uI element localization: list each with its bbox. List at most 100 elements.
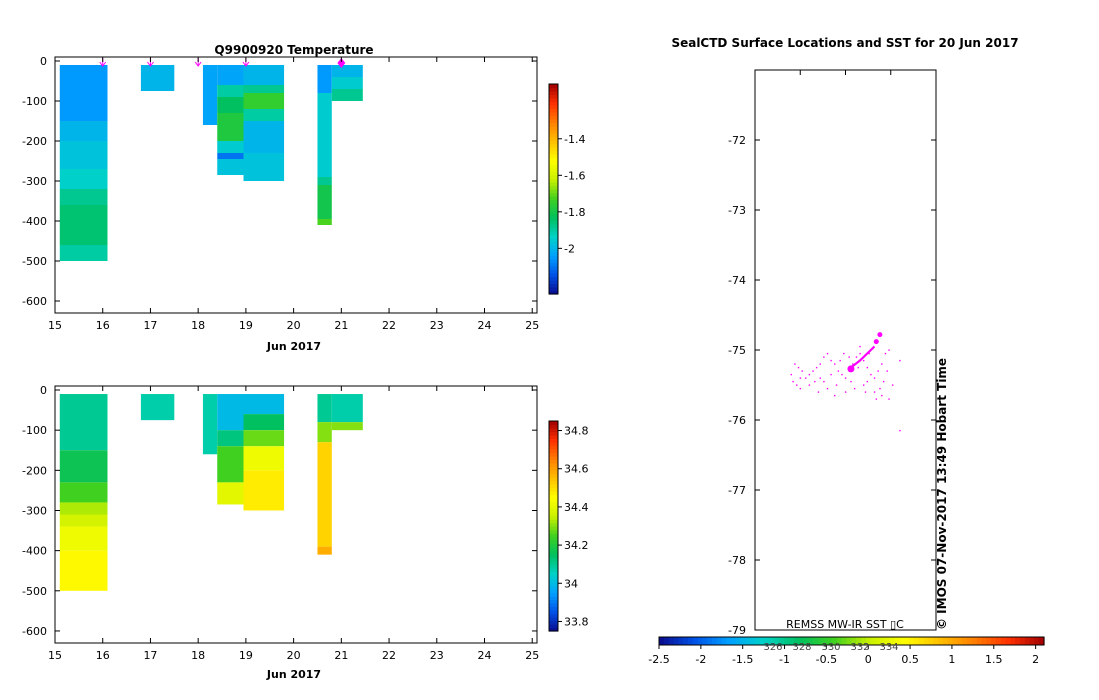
profile-5-segment-2 (317, 442, 332, 547)
colorbar-step (549, 206, 558, 211)
x-tick-label: 18 (191, 319, 205, 332)
x-tick-label: 17 (143, 649, 157, 662)
profile-0-segment-2 (59, 482, 108, 503)
sst-colorbar-step (731, 637, 737, 645)
colorbar-step (549, 259, 558, 264)
colorbar-step (549, 94, 558, 99)
sst-ghost-tick-label: 330 (821, 642, 840, 653)
sst-tick-label: -2 (695, 653, 706, 666)
y-tick-label: -400 (22, 545, 47, 558)
colorbar-step (549, 582, 558, 587)
colorbar-step (549, 122, 558, 127)
sst-colorbar-step (779, 637, 785, 645)
sst-colorbar-step (813, 637, 819, 645)
map-title: SealCTD Surface Locations and SST for 20… (671, 36, 1018, 50)
sst-colorbar-step (740, 637, 747, 645)
x-tick-label: 15 (48, 319, 62, 332)
track-point (839, 359, 841, 362)
profile-5-segment-1 (317, 422, 332, 443)
track-point (826, 352, 829, 355)
colorbar-step (549, 91, 558, 96)
sst-colorbar-step (976, 637, 983, 645)
sst-colorbar-step (702, 637, 708, 645)
colorbar-tick-label: -1.6 (564, 169, 585, 182)
profile-5-segment-3 (317, 185, 332, 219)
track-point (888, 349, 890, 351)
colorbar-step (549, 585, 558, 590)
colorbar-tick-label: 34.8 (564, 425, 589, 438)
x-tick-label: 24 (478, 319, 492, 332)
colorbar-step (549, 515, 558, 520)
profile-3-segment-2 (217, 97, 244, 113)
colorbar-step (549, 442, 558, 447)
colorbar-step (549, 252, 558, 257)
track-point (830, 359, 832, 362)
track-line (850, 345, 876, 369)
colorbar-step (549, 561, 558, 566)
y-tick-label: -500 (22, 585, 47, 598)
sst-ghost-tick-label: 326 (763, 642, 782, 653)
sst-colorbar-step (788, 637, 795, 645)
colorbar-step (549, 269, 558, 274)
profile-5-segment-4 (317, 219, 332, 225)
sst-colorbar-step (894, 637, 901, 645)
profile-1-segment-0 (140, 65, 175, 91)
x-tick-label: 17 (143, 319, 157, 332)
profile-4-segment-2 (243, 430, 285, 447)
track-point (837, 370, 840, 372)
map-track-points (790, 332, 901, 432)
profile-1-segment-0 (140, 394, 175, 421)
colorbar-step (549, 126, 558, 131)
colorbar-step (549, 557, 558, 562)
sst-colorbar-step (1005, 637, 1011, 645)
track-point (848, 356, 850, 358)
colorbar-tick-label: -1.8 (564, 206, 585, 219)
track-point (797, 366, 800, 369)
sst-tick-label: 1.5 (985, 653, 1003, 666)
profile-5-segment-0 (317, 65, 332, 93)
profile-0-segment-5 (59, 205, 108, 245)
sample-arrow-head (194, 61, 202, 67)
sst-colorbar-step (870, 637, 877, 645)
sst-colorbar-step (995, 637, 1002, 645)
colorbar-step (549, 512, 558, 517)
profile-6-segment-0 (331, 394, 363, 423)
x-tick-label: 16 (96, 319, 110, 332)
colorbar-step (549, 245, 558, 250)
y-tick-label: 0 (40, 55, 47, 68)
colorbar-step (549, 248, 558, 253)
sst-colorbar-step (1015, 637, 1021, 645)
profile-0-segment-5 (59, 526, 108, 551)
map-latitude-label: -73 (728, 204, 746, 217)
track-point (805, 377, 807, 379)
x-tick-label: 21 (334, 319, 348, 332)
temperature-cells (59, 65, 363, 261)
profile-0-segment-3 (59, 502, 108, 515)
colorbar-step (549, 424, 558, 429)
colorbar-step (549, 599, 558, 604)
colorbar-step (549, 119, 558, 124)
sst-colorbar-step (856, 637, 862, 645)
profile-6-segment-2 (331, 89, 363, 101)
sst-colorbar-step (991, 637, 997, 645)
x-tick-label: 16 (96, 649, 110, 662)
y-tick-label: -200 (22, 135, 47, 148)
colorbar-step (549, 596, 558, 601)
sst-colorbar-step (880, 637, 886, 645)
sst-colorbar-step (1024, 637, 1031, 645)
colorbar-step (549, 438, 558, 443)
colorbar-step (549, 101, 558, 106)
colorbar-step (549, 178, 558, 183)
sst-colorbar-step (938, 637, 944, 645)
colorbar-step (549, 421, 558, 426)
profile-0-segment-1 (59, 450, 108, 483)
profile-0-segment-0 (59, 394, 108, 451)
x-tick-label: 23 (430, 319, 444, 332)
track-point (852, 363, 854, 365)
colorbar-step (549, 182, 558, 187)
x-tick-label: 22 (382, 649, 396, 662)
sst-colorbar-step (909, 637, 915, 645)
sst-tick-label: 0 (865, 653, 872, 666)
colorbar-step (549, 108, 558, 113)
current-sample-diamond (337, 58, 346, 68)
